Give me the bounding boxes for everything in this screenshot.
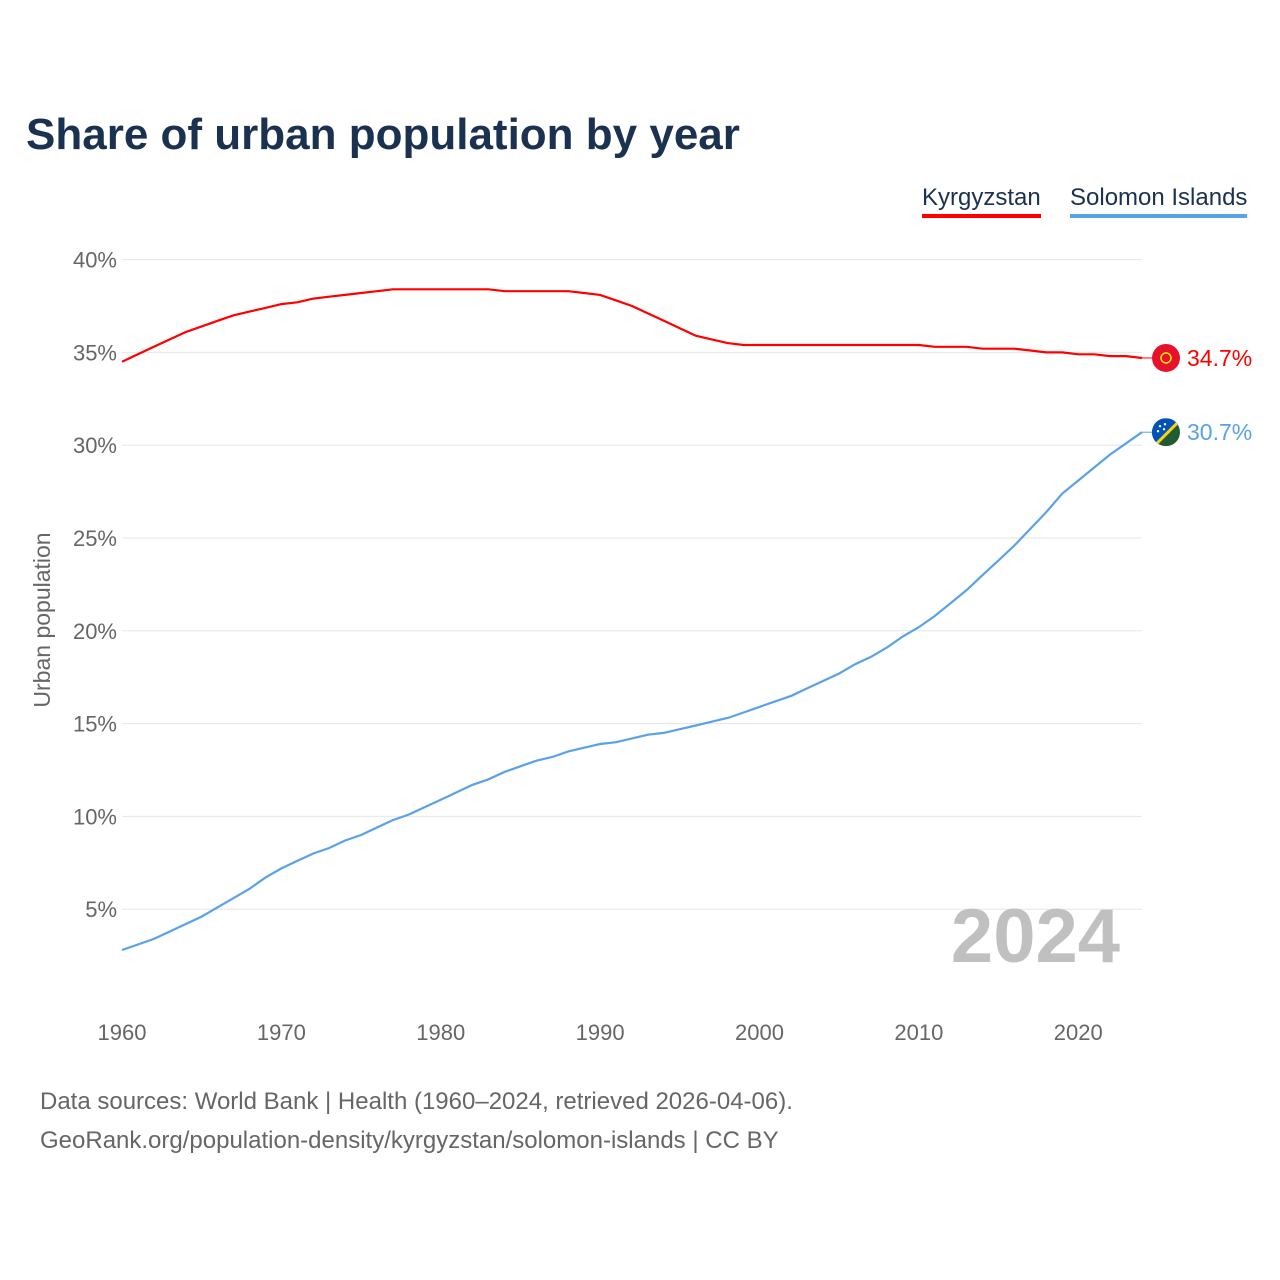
- y-tick-label: 30%: [73, 433, 117, 458]
- x-tick-label: 1960: [98, 1020, 147, 1045]
- x-tick-label: 2020: [1054, 1020, 1103, 1045]
- x-tick-label: 1970: [257, 1020, 306, 1045]
- year-watermark: 2024: [951, 894, 1120, 979]
- footer-source: Data sources: World Bank | Health (1960–…: [40, 1088, 793, 1115]
- kyrgyzstan-flag-icon: [1152, 343, 1180, 372]
- series-line-kyrgyzstan[interactable]: [121, 288, 1143, 363]
- legend-solomon-islands[interactable]: Solomon Islands: [1070, 184, 1248, 218]
- end-value-label: 30.7%: [1187, 419, 1252, 445]
- y-tick-label: 5%: [85, 897, 117, 922]
- series-line-solomon-islands[interactable]: [121, 431, 1143, 952]
- y-tick-label: 35%: [73, 340, 117, 365]
- legend-kyrgyzstan[interactable]: Kyrgyzstan: [922, 184, 1041, 218]
- y-tick-label: 25%: [73, 526, 117, 551]
- x-tick-label: 2010: [894, 1020, 943, 1045]
- y-axis-label: Urban population: [29, 532, 55, 707]
- solomon-islands-flag-icon: [1152, 418, 1180, 447]
- x-tick-label: 1990: [576, 1020, 625, 1045]
- y-tick-label: 40%: [73, 248, 117, 273]
- chart-title: Share of urban population by year: [26, 110, 740, 159]
- y-tick-label: 20%: [73, 619, 117, 644]
- x-tick-label: 1980: [416, 1020, 465, 1045]
- x-tick-label: 2000: [735, 1020, 784, 1045]
- y-tick-label: 10%: [73, 804, 117, 829]
- end-value-label: 34.7%: [1187, 345, 1252, 371]
- footer-link[interactable]: GeoRank.org/population-density/kyrgyzsta…: [40, 1127, 779, 1154]
- y-tick-label: 15%: [73, 712, 117, 737]
